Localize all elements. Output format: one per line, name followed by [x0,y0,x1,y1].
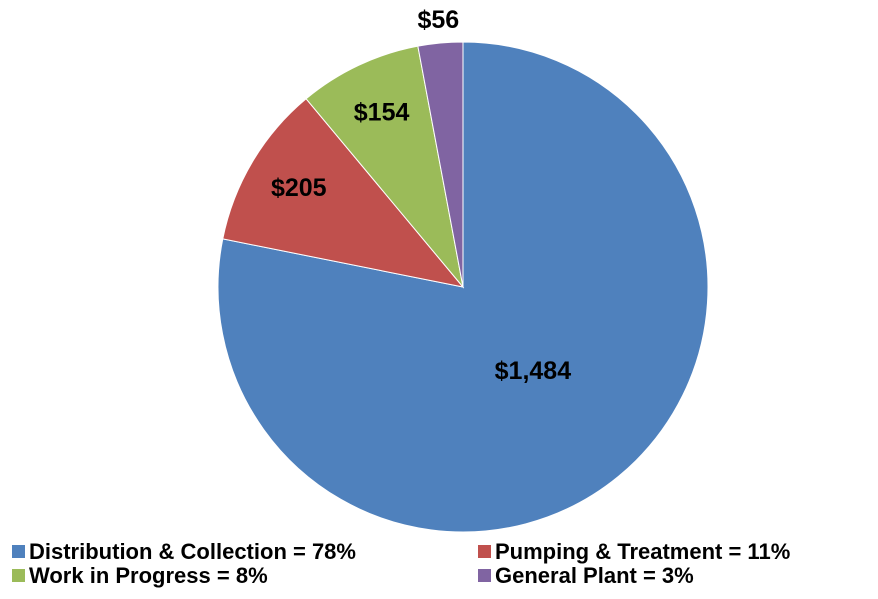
legend-swatch [478,545,491,558]
legend-swatch [12,545,25,558]
legend-swatch [12,569,25,582]
legend-label: Work in Progress = 8% [29,563,268,588]
legend-label: Distribution & Collection = 78% [29,539,356,564]
legend-label: Pumping & Treatment = 11% [495,539,790,564]
data-label: $1,484 [495,357,572,385]
pie-slice [222,98,465,288]
pie-slice [417,41,464,288]
pie-slice [305,45,464,289]
legend-swatch [478,569,491,582]
data-label: $205 [271,174,327,202]
data-label: $154 [354,99,410,127]
legend-label: General Plant = 3% [495,563,694,588]
data-label: $56 [417,6,459,34]
